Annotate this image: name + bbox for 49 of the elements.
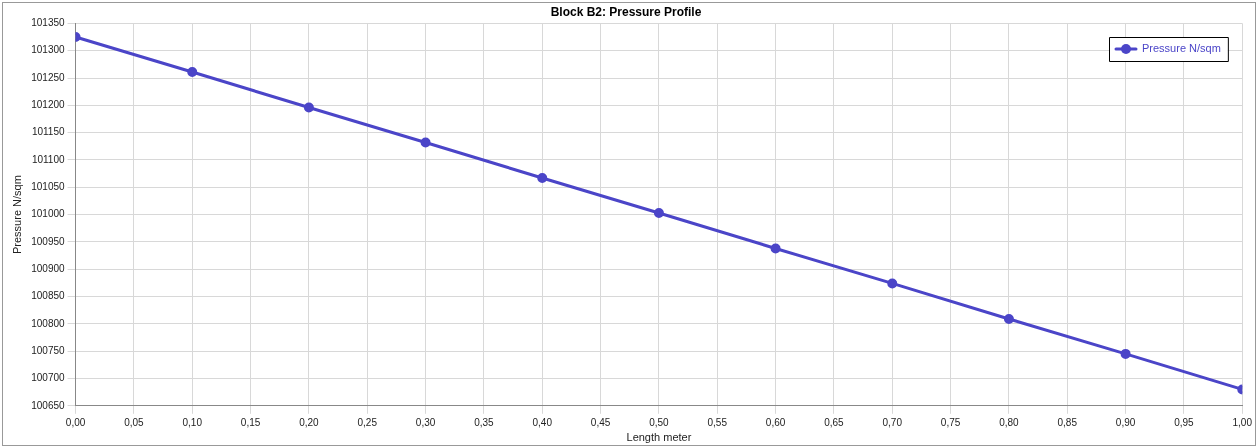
x-tick-label: 0,60	[765, 416, 786, 428]
y-tick-label: 100850	[31, 290, 65, 302]
x-tick-label: 0,30	[415, 416, 436, 428]
point	[537, 173, 548, 183]
y-axis-title: Pressure N/sqm	[10, 175, 23, 255]
y-tick-label: 100800	[31, 317, 65, 329]
y-tick-label: 100950	[31, 235, 65, 247]
x-tick-label: 0,75	[940, 416, 961, 428]
x-tick-label: 0,35	[474, 416, 495, 428]
y-tick-label: 101000	[31, 208, 65, 220]
point	[653, 207, 664, 218]
x-tick-label: 0,20	[299, 416, 320, 428]
x-tick-label: 0,55	[707, 416, 728, 428]
legend-label: Pressure N/sqm	[1142, 42, 1221, 55]
x-tick-label: 0,15	[240, 416, 261, 428]
point	[187, 67, 198, 78]
x-tick-label: 0,65	[824, 416, 845, 428]
point	[1003, 313, 1014, 324]
point	[887, 278, 898, 289]
x-tick-label: 0,10	[182, 416, 203, 428]
x-tick-label: 0,90	[1115, 416, 1136, 428]
y-tick-label: 101200	[31, 99, 65, 111]
y-tick-label: 101050	[31, 181, 65, 193]
y-tick-label: 101100	[31, 153, 65, 165]
point	[770, 243, 781, 254]
x-tick-label: 0,70	[882, 416, 903, 428]
x-tick-label: 0,05	[124, 416, 145, 428]
x-tick-label: 0,00	[65, 416, 86, 428]
x-tick-label: 1,00	[1232, 416, 1253, 428]
x-tick-label: 0,25	[357, 416, 378, 428]
point	[420, 137, 431, 148]
y-tick-label: 100750	[31, 344, 65, 356]
x-tick-label: 0,80	[999, 416, 1020, 428]
x-tick-label: 0,45	[590, 416, 611, 428]
point	[1120, 348, 1131, 359]
x-tick-label: 0,50	[649, 416, 670, 428]
y-tick-label: 101350	[31, 17, 65, 29]
y-tick-label: 101300	[31, 44, 65, 56]
y-tick-label: 101150	[31, 126, 65, 138]
y-tick-label: 100900	[31, 262, 65, 274]
chart-title: Block B2: Pressure Profile	[550, 4, 702, 19]
point	[303, 102, 314, 113]
y-tick-label: 100700	[31, 372, 65, 384]
x-tick-label: 0,40	[532, 416, 553, 428]
x-axis-title: Length meter	[626, 431, 692, 444]
x-tick-label: 0,95	[1174, 416, 1195, 428]
y-tick-label: 101250	[31, 71, 65, 83]
y-tick-label: 100650	[31, 399, 65, 411]
x-tick-label: 0,85	[1057, 416, 1078, 428]
